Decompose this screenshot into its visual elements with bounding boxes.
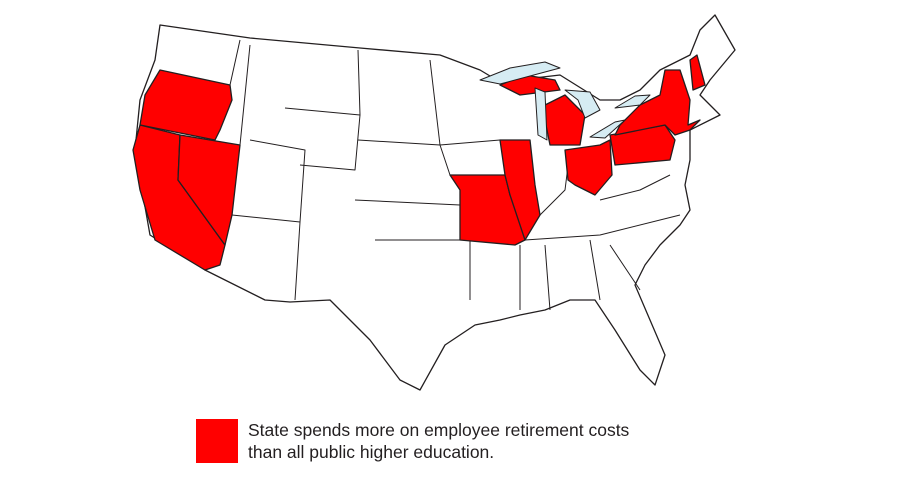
state-illinois xyxy=(499,139,541,241)
state-oregon xyxy=(139,69,233,141)
us-map xyxy=(132,14,736,391)
state-new-york xyxy=(614,69,701,136)
lake-erie xyxy=(589,119,626,139)
legend-line-1: State spends more on employee retirement… xyxy=(248,420,630,440)
highlighted-states xyxy=(132,54,706,271)
legend-label: State spends more on employee retirement… xyxy=(248,419,629,463)
lake-superior xyxy=(479,61,561,85)
lake-ontario xyxy=(614,94,651,109)
legend: State spends more on employee retirement… xyxy=(196,419,629,463)
legend-line-2: than all public higher education. xyxy=(248,442,495,462)
great-lakes xyxy=(479,61,651,141)
lake-huron xyxy=(564,89,601,119)
state-ohio xyxy=(564,139,613,196)
state-nevada xyxy=(177,134,241,246)
lake-michigan xyxy=(534,87,548,141)
legend-swatch xyxy=(196,419,238,463)
state-new-hampshire xyxy=(689,54,706,91)
